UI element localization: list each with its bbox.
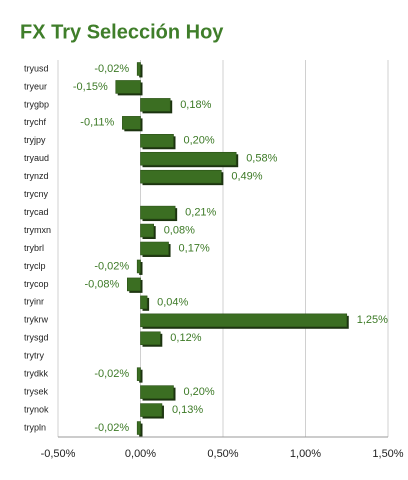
value-label: -0,15% xyxy=(73,81,108,93)
value-label: -0,02% xyxy=(94,422,129,434)
value-label: -0,02% xyxy=(94,63,129,75)
bar xyxy=(140,169,222,184)
value-label: -0,02% xyxy=(94,260,129,272)
x-tick-label: -0,50% xyxy=(41,448,76,460)
value-label: -0,11% xyxy=(80,117,114,129)
value-label: 0,20% xyxy=(184,135,215,147)
bar xyxy=(140,134,174,148)
value-label: 0,49% xyxy=(231,171,262,183)
y-tick-label: trynzd xyxy=(24,171,49,181)
bar xyxy=(140,403,163,417)
y-tick-label: trygbp xyxy=(24,99,49,109)
y-tick-label: tryusd xyxy=(24,63,49,73)
bar xyxy=(127,277,141,292)
bar-shadow xyxy=(139,423,143,437)
value-label: 0,58% xyxy=(246,153,277,165)
value-label: 0,13% xyxy=(172,404,203,416)
bar xyxy=(136,367,141,381)
bar xyxy=(140,223,154,238)
bar xyxy=(136,259,141,274)
bar xyxy=(115,80,141,94)
bar xyxy=(140,331,161,346)
y-tick-label: trycop xyxy=(24,279,49,289)
y-tick-label: tryclp xyxy=(24,261,46,271)
bar-shadow xyxy=(139,369,143,383)
y-tick-label: trycny xyxy=(24,189,49,199)
bar xyxy=(136,421,141,435)
x-tick-label: 0,50% xyxy=(207,448,238,460)
x-tick-label: 1,00% xyxy=(290,448,321,460)
value-label: 0,08% xyxy=(164,224,195,236)
value-label: 0,17% xyxy=(179,242,210,254)
y-tick-label: tryjpy xyxy=(24,135,46,145)
y-tick-label: tryaud xyxy=(24,153,49,163)
y-tick-label: trypln xyxy=(24,422,46,432)
bar xyxy=(140,241,169,256)
bar xyxy=(136,62,141,76)
y-tick-label: trycad xyxy=(24,207,49,217)
bar xyxy=(140,205,176,220)
bar xyxy=(140,98,171,112)
value-label: 0,04% xyxy=(157,296,188,308)
bar xyxy=(140,295,148,310)
bar-shadow xyxy=(139,64,143,78)
y-tick-label: trymxn xyxy=(24,225,51,235)
x-tick-label: 1,50% xyxy=(372,448,403,460)
value-label: -0,08% xyxy=(84,278,119,290)
bar xyxy=(122,116,141,130)
value-label: 0,21% xyxy=(185,207,216,219)
value-label: 0,12% xyxy=(170,332,201,344)
y-tick-label: trykrw xyxy=(24,315,48,325)
y-tick-label: trytry xyxy=(24,351,44,361)
y-tick-label: trysgd xyxy=(24,333,49,343)
bar xyxy=(140,151,237,166)
x-tick-label: 0,00% xyxy=(125,448,156,460)
value-label: -0,02% xyxy=(94,368,129,380)
chart-title: FX Try Selección Hoy xyxy=(20,21,224,43)
value-label: 0,18% xyxy=(180,99,211,111)
value-label: 0,20% xyxy=(184,386,215,398)
y-tick-label: trysek xyxy=(24,386,49,396)
y-tick-label: tryinr xyxy=(24,297,44,307)
y-tick-label: trydkk xyxy=(24,369,49,379)
y-tick-label: trychf xyxy=(24,117,47,127)
y-tick-label: tryeur xyxy=(24,81,47,91)
y-tick-label: trybrl xyxy=(24,243,44,253)
bar-shadow xyxy=(139,261,143,275)
bar xyxy=(140,385,174,399)
bar xyxy=(140,313,348,328)
value-label: 1,25% xyxy=(357,314,388,326)
y-tick-label: trynok xyxy=(24,404,49,414)
